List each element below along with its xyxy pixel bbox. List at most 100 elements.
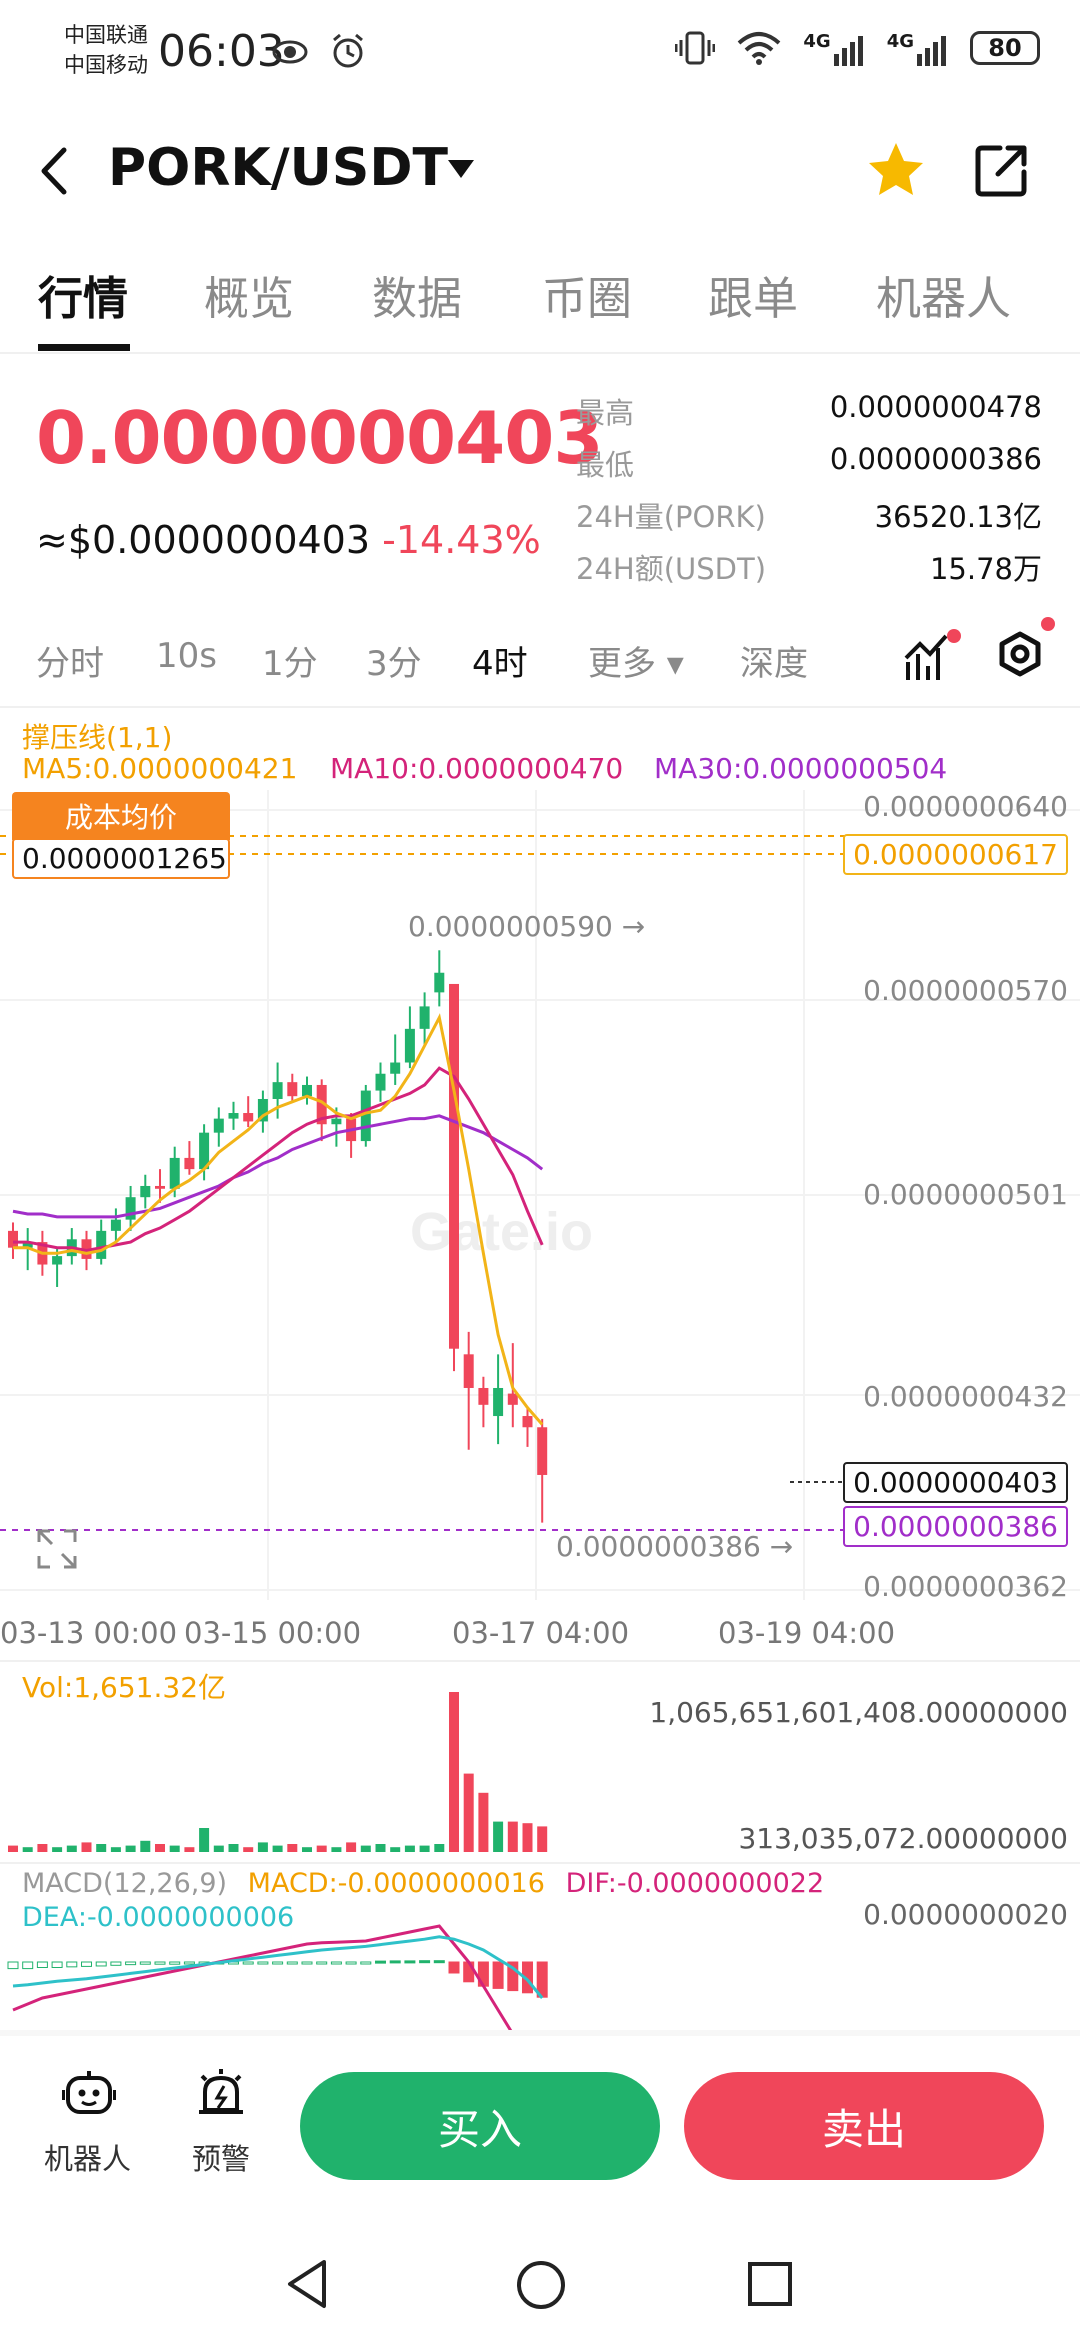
volume-bar [37,1844,48,1852]
watermark: Gate.io [410,1202,593,1262]
ma10-line [13,1066,544,1253]
tab-active-indicator [38,344,130,351]
volume-bar [155,1844,165,1852]
candle-body [331,1118,342,1125]
timeframe-1m[interactable]: 1分 [262,644,318,684]
tab-market[interactable]: 行情 [38,272,129,325]
volume-bar [449,1692,459,1852]
tab-data[interactable]: 数据 [372,272,463,325]
stat-vol-value: 36520.13亿 [874,500,1042,534]
nav-recents-icon[interactable] [746,2260,794,2308]
depth-tab[interactable]: 深度 [740,644,808,684]
volume-bar [507,1821,518,1852]
tabs-divider [0,352,1080,354]
dropdown-caret-icon[interactable] [448,160,474,180]
candle-body [213,1118,224,1133]
nav-home-icon[interactable] [514,2258,568,2312]
ma5-line [13,1013,544,1426]
volume-bar [404,1845,415,1852]
bottom-divider [0,2030,1080,2036]
volume-bar [125,1845,136,1852]
star-icon[interactable] [866,140,926,200]
volume-bar [52,1847,63,1852]
stat-turnover-value: 15.78万 [929,552,1042,586]
y-tick-5: 0.0000000362 [863,1570,1068,1603]
timeframe-10s[interactable]: 10s [156,636,217,676]
candle-body [140,1185,151,1198]
alert-label[interactable]: 预警 [192,2142,251,2176]
wifi-icon [738,32,781,65]
candle-body [463,1354,474,1388]
volume-bar [184,1847,195,1852]
volume-bar [419,1845,430,1852]
candlestick-chart[interactable]: Gate.io 0.0000000590 → 0.0000000386 → [0,790,1080,1610]
volume-bar [478,1792,489,1852]
volume-bar [169,1845,180,1852]
candle-body [434,972,445,993]
candle-body [360,1090,371,1142]
timeframe-more[interactable]: 更多 ▾ [588,644,684,684]
carrier-2: 中国移动 [64,53,148,77]
macd-bar [404,1960,416,1964]
candle-body [375,1073,386,1091]
macd-bar [22,1961,34,1970]
macd-bar [66,1961,78,1968]
macd-bar [242,1961,254,1965]
tab-circle[interactable]: 币圈 [542,272,633,325]
robot-label[interactable]: 机器人 [44,2142,132,2176]
x-tick-1: 03-13 00:00 [0,1616,178,1650]
macd-bar [154,1961,166,1965]
candle-body [125,1197,136,1220]
share-icon[interactable] [974,142,1030,198]
carrier-text: 中国联通 中国移动 [64,20,148,80]
ma30-line [12,1114,544,1219]
candle-body [390,1062,401,1074]
timeframe-3m[interactable]: 3分 [366,644,422,684]
timeframe-4h[interactable]: 4时 [472,644,528,684]
sell-button[interactable]: 卖出 [684,2072,1044,2180]
volume-bar [287,1844,298,1852]
pair-title[interactable]: PORK/USDT [108,138,448,198]
volume-bar [522,1823,533,1852]
cost-label[interactable]: 成本均价 [12,792,230,840]
macd-bar [257,1961,269,1965]
candle-body [302,1084,312,1097]
candle-body [537,1427,548,1475]
nav-back-icon[interactable] [282,2256,332,2312]
alert-icon[interactable] [196,2066,246,2118]
buy-button[interactable]: 买入 [300,2072,660,2180]
volume-bar [81,1842,92,1852]
back-icon[interactable] [36,146,70,196]
x-tick-4: 03-19 04:00 [718,1616,896,1650]
candle-body [257,1098,268,1122]
status-icons: 4G 4G 80 [675,30,1040,66]
tab-copy-trade[interactable]: 跟单 [708,272,799,325]
robot-icon[interactable] [62,2068,116,2118]
volume-bar [463,1773,474,1852]
volume-bar [66,1845,77,1852]
y-tick-3: 0.0000000501 [863,1178,1068,1211]
candle-body [507,1393,518,1405]
x-tick-3: 03-17 04:00 [452,1616,630,1650]
volume-bar [199,1828,210,1852]
macd-bar [272,1961,284,1965]
volume-bar [140,1840,151,1852]
macd-chart [7,1924,548,2032]
y-tick-4: 0.0000000432 [863,1380,1068,1413]
indicator-icon[interactable] [904,628,964,684]
battery-indicator: 80 [970,31,1040,65]
tab-bot[interactable]: 机器人 [876,272,1012,325]
macd-bar [433,1960,445,1964]
tab-overview[interactable]: 概览 [204,272,295,325]
volume-bar [537,1826,548,1852]
settings-icon[interactable] [992,616,1056,684]
vibrate-icon [675,31,716,65]
candle-body [199,1132,210,1170]
macd-bar [110,1961,122,1966]
candle-body [96,1230,107,1259]
macd-bar [125,1961,137,1966]
timeframe-line[interactable]: 分时 [36,644,104,684]
volume-bar [22,1847,33,1852]
fullscreen-icon[interactable] [36,1528,78,1570]
candle-body [478,1387,489,1405]
